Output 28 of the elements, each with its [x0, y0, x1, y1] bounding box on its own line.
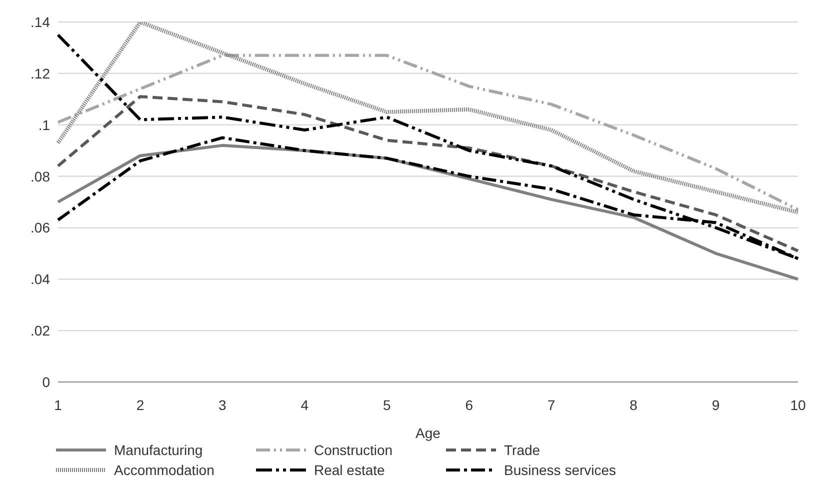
line-series [56, 54, 800, 212]
legend-label: Accommodation [114, 462, 214, 478]
legend-label: Trade [504, 442, 540, 458]
line-series [56, 22, 800, 214]
y-tick-label: .06 [30, 220, 50, 236]
y-tick-label: .14 [30, 14, 50, 30]
legend-label: Business services [504, 462, 616, 478]
x-tick-label: 2 [136, 396, 144, 413]
x-tick-label: 1 [54, 396, 62, 413]
x-tick-label: 3 [218, 396, 227, 413]
x-tick-label: 6 [465, 396, 474, 413]
y-tick-label: 0 [42, 374, 50, 390]
y-tick-label: .1 [38, 116, 50, 133]
x-axis-title: Age [416, 425, 441, 441]
y-tick-label: .12 [30, 65, 50, 82]
x-tick-label: 8 [630, 396, 638, 413]
y-tick-label: .02 [30, 322, 50, 339]
x-tick-label: 10 [790, 396, 806, 413]
y-tick-label: .04 [30, 271, 50, 288]
line-series [56, 95, 800, 252]
x-tick-label: 9 [712, 396, 720, 413]
legend-label: Manufacturing [114, 442, 203, 458]
legend-label: Construction [314, 442, 393, 458]
x-tick-label: 7 [547, 396, 556, 413]
legend-label: Real estate [314, 462, 385, 478]
x-tick-label: 4 [300, 396, 309, 413]
x-tick-label: 5 [382, 396, 391, 413]
y-tick-label: .08 [30, 168, 50, 184]
